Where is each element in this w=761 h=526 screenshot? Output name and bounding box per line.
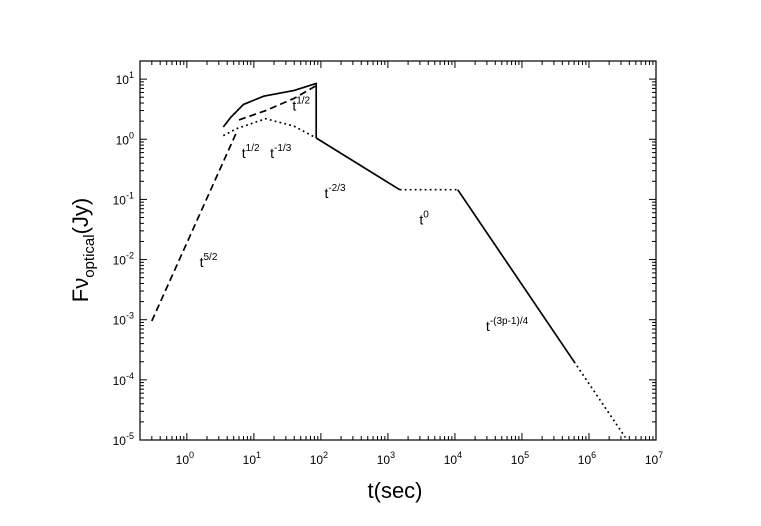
series-line-solid <box>222 82 318 138</box>
x-tick-label: 102 <box>310 450 328 467</box>
axis-ticks <box>139 60 657 441</box>
x-tick-label: 106 <box>578 450 596 467</box>
y-axis-title: Fνoptical(Jy) <box>68 198 98 302</box>
annotation-label: t0 <box>419 210 429 228</box>
tick-labels: 100 101 102 103 104 105 106 107 10-5 10-4 10-3 10-2… <box>113 70 664 467</box>
x-tick-label: 100 <box>176 450 194 467</box>
series-line-dotted <box>573 361 627 438</box>
y-tick-label: 10-1 <box>113 190 134 207</box>
x-tick-label: 105 <box>511 450 529 467</box>
annotation-label: t-2/3 <box>324 183 346 201</box>
annotation-label: t1/2 <box>242 143 260 161</box>
x-tick-label: 103 <box>377 450 395 467</box>
y-axis-title-sub: optical <box>81 234 98 277</box>
annotation-label: t1/2 <box>292 96 310 114</box>
y-tick-label: 10-4 <box>113 371 134 388</box>
y-tick-label: 10-2 <box>113 251 134 268</box>
series-line-solid <box>456 189 575 363</box>
y-tick-label: 10-5 <box>113 431 134 448</box>
y-tick-label: 101 <box>116 70 134 87</box>
x-tick-label: 107 <box>645 450 663 467</box>
y-tick-label: 10-3 <box>113 311 134 328</box>
y-tick-label: 100 <box>116 130 134 147</box>
annotations: t5/2 t1/2 t-1/3 t1/2 t-2/3 t0 t-(3p-1)/4 <box>200 96 529 334</box>
y-axis-title-suffix: (Jy) <box>68 198 93 235</box>
x-tick-label: 101 <box>243 450 261 467</box>
series-line-dotted <box>222 117 317 139</box>
series-line-solid <box>315 137 401 191</box>
series-line-dashed <box>151 132 238 322</box>
series-group <box>151 82 627 438</box>
plot-frame <box>139 60 657 441</box>
y-axis-title-main: Fν <box>68 278 93 302</box>
annotation-label: t-(3p-1)/4 <box>486 316 529 334</box>
annotation-label: t-1/3 <box>270 143 292 161</box>
x-axis-title: t(sec) <box>368 478 423 503</box>
annotation-label: t5/2 <box>200 252 218 270</box>
x-tick-label: 104 <box>444 450 462 467</box>
series-line-dashed <box>238 84 317 121</box>
